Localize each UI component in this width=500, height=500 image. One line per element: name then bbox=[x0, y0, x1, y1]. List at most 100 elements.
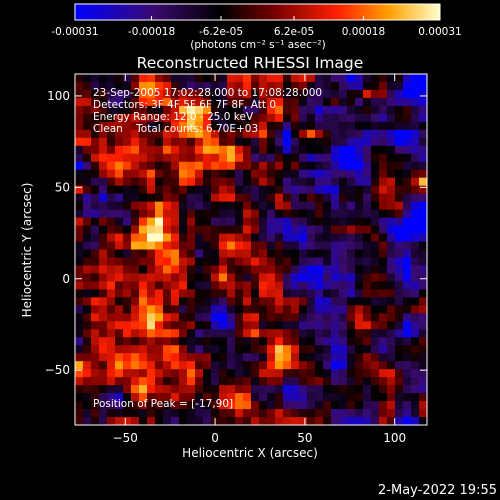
heatmap-cell bbox=[379, 313, 388, 322]
heatmap-cell bbox=[139, 201, 148, 211]
heatmap-cell bbox=[355, 369, 364, 378]
heatmap-cell bbox=[195, 377, 204, 386]
heatmap-cell bbox=[379, 401, 388, 410]
heatmap-cell bbox=[379, 161, 388, 171]
heatmap-cell bbox=[307, 129, 316, 139]
heatmap-cell bbox=[91, 153, 100, 163]
heatmap-cell bbox=[379, 289, 388, 298]
heatmap-cell bbox=[139, 137, 148, 147]
heatmap-cell bbox=[187, 321, 196, 330]
heatmap-cell bbox=[251, 81, 260, 91]
heatmap-cell bbox=[323, 273, 332, 282]
heatmap-cell bbox=[219, 369, 228, 378]
heatmap-cell bbox=[347, 129, 356, 139]
heatmap-cell bbox=[403, 89, 412, 99]
heatmap-cell bbox=[283, 385, 292, 394]
heatmap-cell bbox=[171, 393, 180, 402]
heatmap-cell bbox=[299, 185, 308, 195]
heatmap-cell bbox=[187, 249, 196, 258]
heatmap-cell bbox=[75, 193, 84, 203]
heatmap-cell bbox=[419, 345, 428, 354]
heatmap-cell bbox=[411, 281, 420, 290]
heatmap-cell bbox=[419, 361, 428, 370]
heatmap-cell bbox=[395, 321, 404, 330]
heatmap-cell bbox=[163, 145, 172, 155]
heatmap-cell bbox=[243, 289, 252, 298]
heatmap-cell bbox=[267, 281, 276, 290]
heatmap-cell bbox=[75, 145, 84, 155]
heatmap-cell bbox=[283, 241, 292, 250]
heatmap-cell bbox=[299, 217, 308, 226]
heatmap-cell bbox=[315, 369, 324, 378]
heatmap-cell bbox=[123, 89, 132, 99]
heatmap-cell bbox=[291, 313, 300, 322]
heatmap-cell bbox=[99, 193, 108, 203]
heatmap-cell bbox=[235, 417, 244, 426]
heatmap-cell bbox=[235, 105, 244, 115]
heatmap-cell bbox=[339, 145, 348, 155]
heatmap-cell bbox=[243, 97, 252, 107]
heatmap-cell bbox=[123, 393, 132, 402]
heatmap-cell bbox=[139, 233, 148, 242]
heatmap-cell bbox=[363, 329, 372, 338]
heatmap-cell bbox=[211, 393, 220, 402]
heatmap-cell bbox=[163, 361, 172, 370]
heatmap-cell bbox=[275, 329, 284, 338]
heatmap-cell bbox=[163, 289, 172, 298]
heatmap-cell bbox=[267, 74, 276, 83]
heatmap-cell bbox=[339, 273, 348, 282]
heatmap-cell bbox=[275, 289, 284, 298]
heatmap-cell bbox=[411, 81, 420, 91]
heatmap-cell bbox=[331, 329, 340, 338]
heatmap-cell bbox=[203, 329, 212, 338]
heatmap-cell bbox=[107, 305, 116, 314]
heatmap-cell bbox=[275, 401, 284, 410]
heatmap-cell bbox=[323, 249, 332, 258]
heatmap-cell bbox=[195, 417, 204, 426]
heatmap-cell bbox=[275, 353, 284, 362]
heatmap-cell bbox=[91, 265, 100, 274]
heatmap-cell bbox=[155, 281, 164, 290]
heatmap-cell bbox=[363, 281, 372, 290]
heatmap-cell bbox=[307, 289, 316, 298]
heatmap-cell bbox=[115, 105, 124, 115]
heatmap-cell bbox=[379, 337, 388, 346]
heatmap-cell bbox=[83, 169, 92, 179]
heatmap-cell bbox=[75, 377, 84, 386]
heatmap-cell bbox=[123, 369, 132, 378]
heatmap-cell bbox=[243, 74, 252, 83]
heatmap-cell bbox=[395, 273, 404, 282]
heatmap-cell bbox=[347, 153, 356, 163]
heatmap-cell bbox=[83, 225, 92, 234]
heatmap-cell bbox=[123, 129, 132, 139]
heatmap-cell bbox=[291, 185, 300, 195]
heatmap-cell bbox=[83, 161, 92, 171]
heatmap-cell bbox=[251, 361, 260, 370]
heatmap-cell bbox=[299, 193, 308, 203]
heatmap-cell bbox=[363, 385, 372, 394]
heatmap-cell bbox=[275, 249, 284, 258]
heatmap-cell bbox=[251, 281, 260, 290]
heatmap-cell bbox=[147, 313, 156, 322]
heatmap-cell bbox=[171, 177, 180, 187]
heatmap-cell bbox=[99, 225, 108, 234]
heatmap-cell bbox=[411, 273, 420, 282]
heatmap-cell bbox=[371, 313, 380, 322]
heatmap-cell bbox=[379, 129, 388, 139]
heatmap-cell bbox=[419, 153, 428, 163]
heatmap-cell bbox=[387, 297, 396, 306]
heatmap-cell bbox=[323, 377, 332, 386]
heatmap-cell bbox=[259, 89, 268, 99]
heatmap-cell bbox=[107, 313, 116, 322]
heatmap-cell bbox=[163, 273, 172, 282]
heatmap-cell bbox=[331, 81, 340, 91]
heatmap-cell bbox=[155, 233, 164, 242]
heatmap-cell bbox=[203, 89, 212, 99]
heatmap-cell bbox=[339, 321, 348, 330]
heatmap-cell bbox=[379, 89, 388, 99]
heatmap-cell bbox=[179, 313, 188, 322]
heatmap-cell bbox=[387, 177, 396, 187]
heatmap-cell bbox=[99, 369, 108, 378]
heatmap-cell bbox=[387, 337, 396, 346]
heatmap-cell bbox=[91, 281, 100, 290]
